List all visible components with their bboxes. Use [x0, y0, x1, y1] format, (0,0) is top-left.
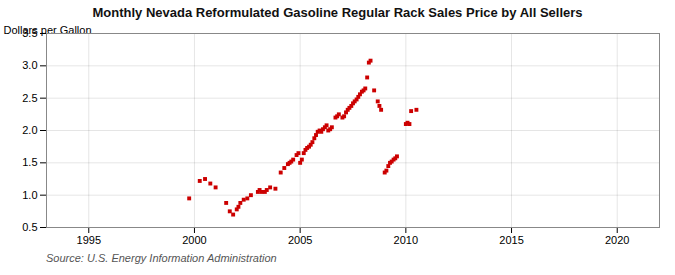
svg-text:1995: 1995: [77, 234, 101, 246]
svg-text:2010: 2010: [394, 234, 418, 246]
html-text:Source: U.S. Energy Informatio: Source: U.S. Energy Information Administ…: [46, 252, 277, 264]
svg-text:2000: 2000: [182, 234, 206, 246]
svg-text:2.5: 2.5: [22, 92, 37, 104]
svg-text:Dollars per Gallon: Dollars per Gallon: [4, 24, 92, 36]
svg-text:3.0: 3.0: [22, 59, 37, 71]
svg-text:0.5: 0.5: [22, 221, 37, 233]
svg-text:2.0: 2.0: [22, 124, 37, 136]
svg-text:1.5: 1.5: [22, 156, 37, 168]
svg-text:2015: 2015: [499, 234, 523, 246]
html-text:Monthly Nevada Reformulated Ga: Monthly Nevada Reformulated Gasoline Reg…: [92, 5, 583, 20]
svg-text:2005: 2005: [288, 234, 312, 246]
svg-text:1.0: 1.0: [22, 189, 37, 201]
svg-text:2020: 2020: [605, 234, 629, 246]
